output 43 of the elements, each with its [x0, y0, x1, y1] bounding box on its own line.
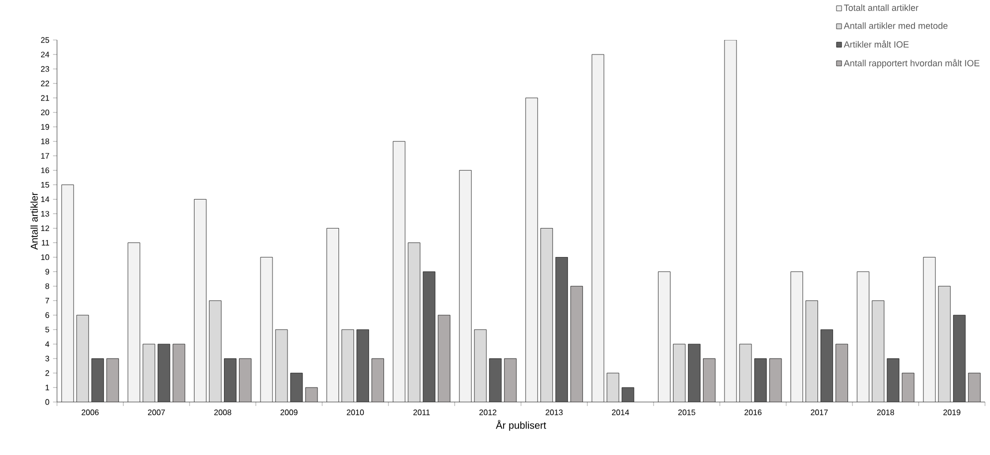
bar: [887, 358, 900, 402]
bar: [142, 344, 155, 402]
legend-label: Artikler målt IOE: [844, 40, 909, 48]
bar: [953, 314, 966, 402]
bar: [474, 330, 486, 402]
bar: [224, 358, 236, 402]
bar: [158, 344, 170, 402]
legend-label: Totalt antall artikler: [844, 4, 918, 11]
bar: [820, 330, 833, 402]
bar: [356, 330, 369, 402]
bar: [673, 344, 686, 402]
bar: [172, 344, 185, 402]
bar: [836, 344, 848, 402]
bar: [239, 358, 252, 402]
bar: [872, 300, 884, 402]
bar: [423, 272, 436, 402]
bar: [806, 300, 818, 402]
bar: [688, 344, 700, 402]
bar: [938, 286, 951, 402]
bar: [740, 344, 752, 402]
bar: [703, 358, 716, 402]
bar: [902, 373, 914, 402]
bar: [408, 242, 420, 402]
legend-label: Antall rapportert hvordan målt IOE: [844, 59, 980, 68]
bar: [92, 358, 104, 402]
bar: [968, 372, 981, 402]
bar: [209, 300, 222, 402]
x-axis-title: År publisert: [496, 420, 546, 431]
bar: [276, 330, 288, 402]
bar: [770, 358, 782, 402]
bar: [570, 286, 583, 402]
bar: [540, 228, 553, 402]
bar: [754, 358, 767, 402]
bar: [372, 358, 384, 402]
bar: [342, 330, 354, 402]
bar: [76, 315, 89, 402]
y-axis-title: Antall artikler: [30, 192, 38, 250]
bar: [504, 358, 516, 402]
bar: [556, 257, 568, 402]
legend-label: Antall artikler med metode: [844, 22, 948, 29]
bar: [438, 315, 450, 402]
bar: [106, 358, 119, 402]
bar: [489, 358, 502, 402]
